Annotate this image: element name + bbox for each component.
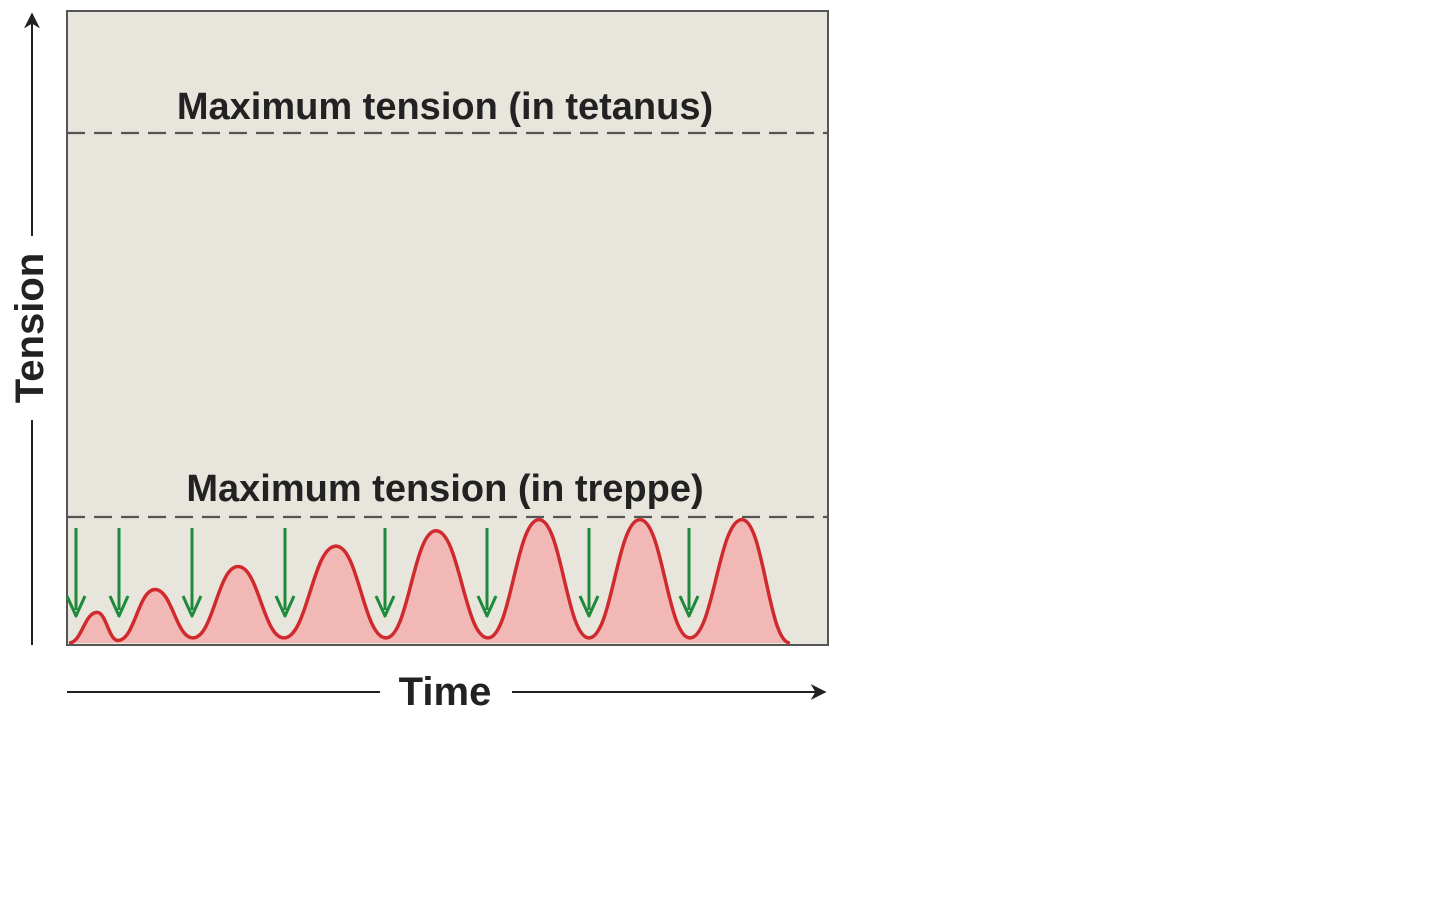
stimulus-arrow [274,528,296,618]
stimulus-arrow [476,528,498,618]
stimulus-arrow [181,528,203,618]
stimulus-arrow [374,528,396,618]
stimulus-arrow [678,528,700,618]
x-axis-label: Time [399,670,492,714]
y-axis-label: Tension [8,253,52,403]
stimulus-arrow [65,528,87,618]
tetanus-max-label: Maximum tension (in tetanus) [177,86,713,128]
stimulus-arrows [65,528,700,618]
treppe-max-label: Maximum tension (in treppe) [186,468,703,510]
tension-curve-fill [69,519,790,643]
stimulus-arrow [108,528,130,618]
stimulus-arrow [578,528,600,618]
tension-curve [68,517,791,645]
